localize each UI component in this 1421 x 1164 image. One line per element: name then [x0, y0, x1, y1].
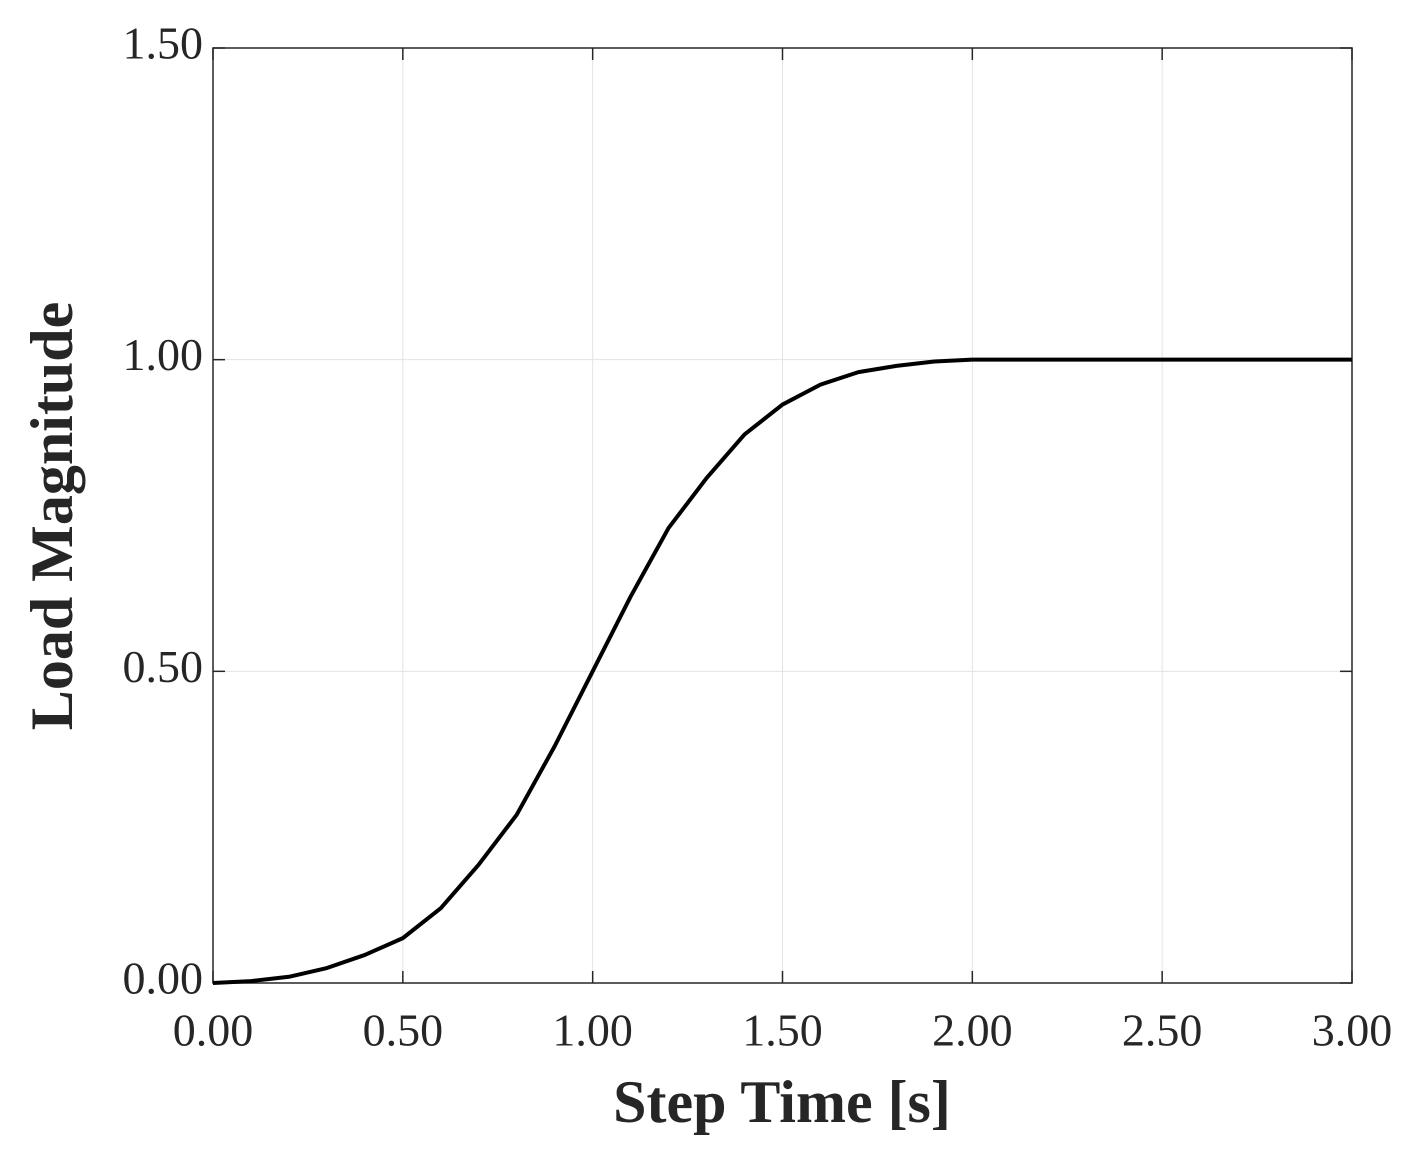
x-tick-label: 0.00 — [173, 1005, 254, 1056]
x-tick-label: 2.50 — [1122, 1005, 1203, 1056]
x-tick-label: 1.50 — [742, 1005, 823, 1056]
y-tick-label: 0.00 — [123, 953, 204, 1004]
x-tick-label: 3.00 — [1312, 1005, 1393, 1056]
x-tick-label: 1.00 — [552, 1005, 633, 1056]
y-axis-label: Load Magnitude — [19, 302, 85, 730]
y-tick-label: 1.50 — [123, 18, 204, 69]
plot-frame — [212, 47, 1353, 984]
y-tick-label: 1.00 — [123, 329, 204, 380]
x-axis-label: Step Time [s] — [613, 1069, 951, 1135]
x-tick-label: 0.50 — [363, 1005, 444, 1056]
data-line — [212, 357, 1352, 985]
x-tick-label: 2.00 — [932, 1005, 1013, 1056]
y-tick-label: 0.50 — [123, 641, 204, 692]
